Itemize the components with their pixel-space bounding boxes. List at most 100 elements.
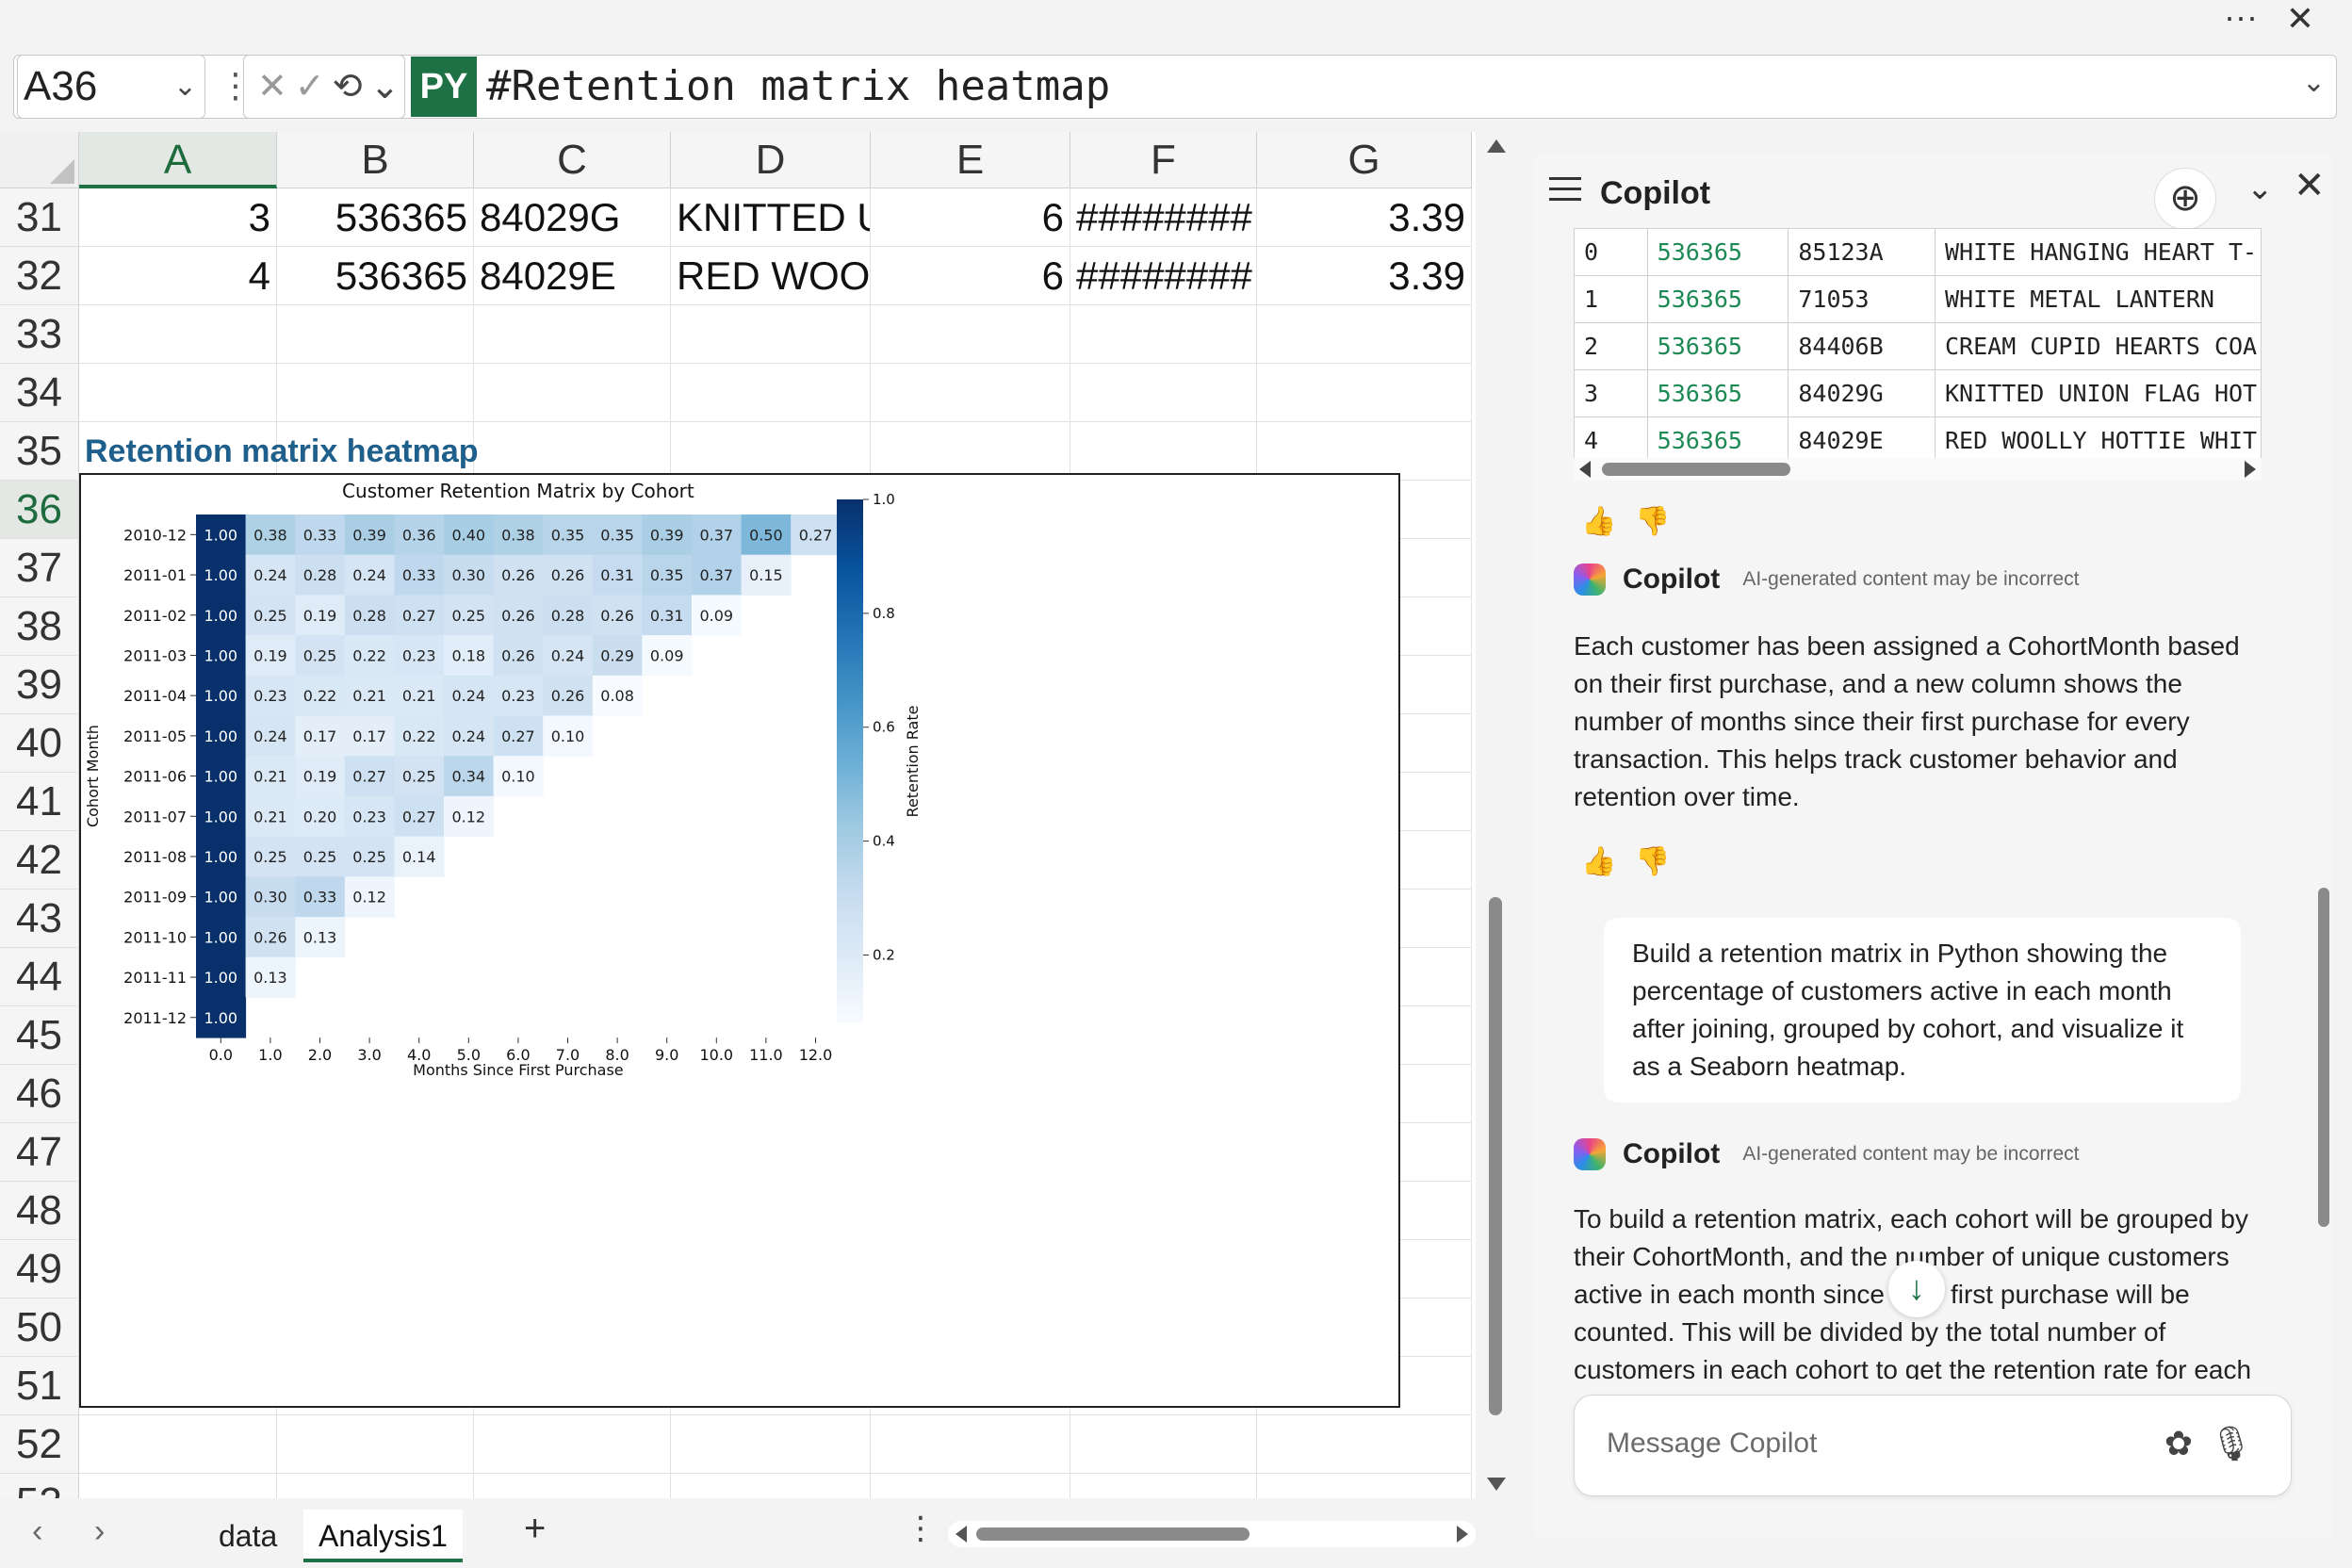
cell-g35[interactable] [1257, 422, 1472, 481]
cell-e32[interactable]: 6 [871, 247, 1070, 305]
spreadsheet-grid[interactable]: A B C D E F G 31 3 536365 84029G KNITTED U 6 ########… [0, 132, 1476, 1498]
cell-a31[interactable]: 3 [79, 188, 277, 247]
copilot-scrollbar[interactable] [2318, 888, 2329, 1227]
cell-g51[interactable] [1257, 1357, 1472, 1415]
table-horizontal-scrollbar[interactable] [1574, 458, 2262, 481]
row-header-37[interactable]: 37 [0, 539, 79, 597]
add-sheet-icon[interactable]: + [524, 1508, 547, 1549]
cell-f35[interactable] [1070, 422, 1257, 481]
cell-f33[interactable] [1070, 305, 1257, 364]
column-header-a[interactable]: A [79, 132, 277, 188]
row-header-34[interactable]: 34 [0, 364, 79, 422]
cell-c35[interactable] [474, 422, 671, 481]
table-scroll-thumb[interactable] [1602, 463, 1790, 476]
cell-e33[interactable] [871, 305, 1070, 364]
cell-d33[interactable] [671, 305, 871, 364]
column-header-c[interactable]: C [474, 132, 671, 188]
cell-g34[interactable] [1257, 364, 1472, 422]
cell-e35[interactable] [871, 422, 1070, 481]
cancel-icon[interactable]: ✕ [257, 67, 295, 106]
more-options-icon[interactable]: ··· [2224, 0, 2258, 36]
cell-d31[interactable]: KNITTED U [671, 188, 871, 247]
row-header-33[interactable]: 33 [0, 305, 79, 364]
column-header-d[interactable]: D [671, 132, 871, 188]
cell-g52[interactable] [1257, 1415, 1472, 1474]
chevron-left-icon[interactable]: ‹ [32, 1513, 43, 1549]
scroll-right-icon[interactable] [1457, 1526, 1468, 1543]
cell-e34[interactable] [871, 364, 1070, 422]
microphone-icon[interactable]: 🎙 [2210, 1424, 2253, 1462]
cell-f53[interactable] [1070, 1474, 1257, 1498]
scroll-up-icon[interactable] [1487, 139, 1506, 153]
cell-b52[interactable] [277, 1415, 474, 1474]
cell-d35[interactable] [671, 422, 871, 481]
thumbs-down-icon[interactable]: 👎 [1635, 846, 1690, 877]
new-chat-icon[interactable]: ⊕ [2154, 168, 2216, 230]
close-pane-icon[interactable]: ✕ [2294, 165, 2326, 206]
thumbs-up-icon[interactable]: 👍 [1581, 846, 1636, 877]
row-header-53[interactable]: 53 [0, 1474, 79, 1498]
cell-c31[interactable]: 84029G [474, 188, 671, 247]
scroll-to-bottom-icon[interactable]: ↓ [1888, 1261, 1945, 1317]
cell-b32[interactable]: 536365 [277, 247, 474, 305]
expand-formula-icon[interactable]: ⌄ [2301, 67, 2326, 98]
select-all-corner[interactable] [0, 132, 79, 188]
retention-heatmap-chart[interactable]: Customer Retention Matrix by Cohort 1.00 0… [79, 473, 1400, 1408]
row-header-38[interactable]: 38 [0, 597, 79, 656]
cell-b34[interactable] [277, 364, 474, 422]
row-header-35[interactable]: 35 [0, 422, 79, 481]
chevron-right-icon[interactable]: › [94, 1513, 106, 1549]
cell-d52[interactable] [671, 1415, 871, 1474]
confirm-icon[interactable]: ✓ [294, 67, 333, 106]
cell-b31[interactable]: 536365 [277, 188, 474, 247]
row-header-51[interactable]: 51 [0, 1357, 79, 1415]
tab-analysis1[interactable]: Analysis1 [303, 1510, 463, 1562]
cell-d34[interactable] [671, 364, 871, 422]
scroll-down-icon[interactable] [1487, 1478, 1506, 1491]
cell-f31[interactable]: ######## [1070, 188, 1257, 247]
hscroll-thumb[interactable] [976, 1527, 1250, 1541]
row-header-41[interactable]: 41 [0, 773, 79, 831]
cell-g31[interactable]: 3.39 [1257, 188, 1472, 247]
cell-c32[interactable]: 84029E [474, 247, 671, 305]
scroll-left-icon[interactable] [1579, 461, 1591, 478]
cell-a32[interactable]: 4 [79, 247, 277, 305]
row-header-48[interactable]: 48 [0, 1182, 79, 1240]
cell-b33[interactable] [277, 305, 474, 364]
row-header-44[interactable]: 44 [0, 948, 79, 1006]
python-output-icon[interactable]: ⟲⌄ [332, 67, 408, 106]
cell-f52[interactable] [1070, 1415, 1257, 1474]
cell-a33[interactable] [79, 305, 277, 364]
more-sheets-icon[interactable]: ⋮ [905, 1511, 937, 1546]
cell-e53[interactable] [871, 1474, 1070, 1498]
row-header-45[interactable]: 45 [0, 1006, 79, 1065]
scroll-left-icon[interactable] [956, 1526, 967, 1543]
cell-a34[interactable] [79, 364, 277, 422]
row-header-31[interactable]: 31 [0, 188, 79, 247]
cell-f34[interactable] [1070, 364, 1257, 422]
cell-a52[interactable] [79, 1415, 277, 1474]
row-header-40[interactable]: 40 [0, 714, 79, 773]
horizontal-scrollbar[interactable] [948, 1521, 1476, 1547]
scroll-right-icon[interactable] [2245, 461, 2256, 478]
close-window-icon[interactable]: ✕ [2285, 0, 2314, 38]
cell-d32[interactable]: RED WOOI [671, 247, 871, 305]
row-header-43[interactable]: 43 [0, 890, 79, 948]
cell-f32[interactable]: ######## [1070, 247, 1257, 305]
cell-g33[interactable] [1257, 305, 1472, 364]
cell-a53[interactable] [79, 1474, 277, 1498]
name-box[interactable]: A36 ⌄ [17, 55, 205, 119]
prompt-guide-icon[interactable]: ✿ [2164, 1424, 2193, 1462]
scroll-thumb[interactable] [1489, 897, 1502, 1415]
row-header-36[interactable]: 36 [0, 481, 79, 539]
column-header-e[interactable]: E [871, 132, 1070, 188]
row-header-39[interactable]: 39 [0, 656, 79, 714]
cell-g32[interactable]: 3.39 [1257, 247, 1472, 305]
row-header-49[interactable]: 49 [0, 1240, 79, 1298]
thumbs-up-icon[interactable]: 👍 [1581, 506, 1636, 537]
cell-e31[interactable]: 6 [871, 188, 1070, 247]
sheet-vertical-scrollbar[interactable] [1481, 132, 1510, 1498]
thumbs-down-icon[interactable]: 👎 [1635, 506, 1690, 537]
cell-c34[interactable] [474, 364, 671, 422]
hamburger-menu-icon[interactable] [1549, 177, 1581, 208]
